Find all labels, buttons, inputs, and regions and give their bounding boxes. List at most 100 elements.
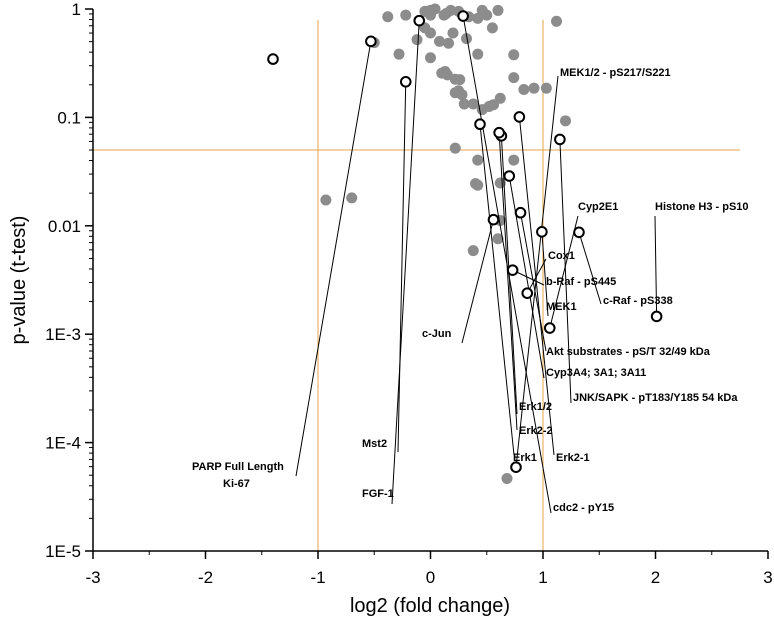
highlighted-point [573,226,585,239]
gray-point [518,83,530,95]
annotation-leaders [295,15,658,514]
annotation-label: FGF-1 [362,488,394,500]
highlighted-point [267,53,279,65]
x-tick-label: -1 [310,568,325,587]
annotation-leader [295,41,372,477]
highlighted-points [267,10,663,474]
annotation-leader [578,232,602,305]
annotation-label: Erk2-1 [556,452,590,464]
annotation-label: Erk1 [513,452,537,464]
highlighted-point [457,10,469,22]
gray-point [467,98,479,110]
highlighted-point [413,14,426,27]
annotation-leader [498,132,518,431]
highlighted-point [503,170,516,182]
x-tick-label: -2 [198,568,213,587]
threshold-lines [93,20,740,551]
gray-point [449,142,461,154]
gray-point [443,37,454,49]
gray-point [501,473,513,485]
highlighted-point [510,461,522,474]
annotation-label: Akt substrates - pS/T 32/49 kDa [546,346,711,358]
x-tick-label: 3 [763,568,772,587]
annotation-label: Erk2-2 [519,425,553,437]
gray-point [492,233,504,245]
highlighted-point [365,35,377,48]
x-tick-label: 1 [538,568,547,587]
annotation-label: Erk1/2 [519,401,552,413]
gray-point [508,154,520,166]
highlighted-point [536,226,548,238]
highlighted-point [521,287,534,299]
gray-point [382,11,394,23]
highlighted-point [543,322,556,334]
annotation-leader [549,215,579,329]
annotation-leader [391,20,420,505]
annotation-label: JNK/SAPK - pT183/Y185 54 kDa [573,392,738,404]
annotation-label: Histone H3 - pS10 [655,201,749,213]
y-tick-label: 1E-4 [45,434,81,453]
highlighted-point [399,76,412,88]
gray-point [434,35,445,47]
gray-point [472,154,484,166]
highlighted-point [506,264,519,276]
gray-point [447,27,459,39]
x-tick-label: 0 [426,568,435,587]
annotation-leader [518,116,555,456]
y-axis-title: p-value (t-test) [8,216,30,345]
gray-point [472,48,484,60]
gray-point [551,15,562,27]
y-tick-label: 1E-3 [45,325,81,344]
x-tick-label: -3 [85,568,100,587]
gray-point [453,85,465,97]
x-axis-title: log2 (fold change) [350,595,510,617]
gray-point [508,49,520,61]
gray-point [492,4,504,16]
gray-point [411,34,423,46]
gray-point [494,177,506,189]
annotation-label: MEK1/2 - pS217/S221 [560,67,671,79]
gray-point [467,245,479,257]
x-tick-label: 2 [651,568,660,587]
annotation-leader [479,124,515,456]
annotation-leader [541,231,549,317]
axes: -3 -2 -1 0 1 2 3 1E-5 1E-4 1E-3 0.01 0.1 1 [45,0,773,587]
gray-point [346,192,358,204]
annotation-label: MEK1 [546,301,577,313]
highlighted-point [514,206,527,219]
gray-point [429,3,441,15]
annotation-label: PARP Full Length [192,461,284,473]
annotation-label: Ki-67 [223,478,250,490]
annotation-leader [515,75,559,468]
gray-point [486,22,498,34]
annotation-labels: MEK1/2 - pS217/S221 Cyp2E1 Histone H3 - pS… [192,67,749,514]
annotation-leader [461,219,494,344]
y-tick-label: 0.1 [57,108,81,127]
gray-point [461,33,472,45]
annotation-label: c-Jun [422,328,452,340]
gray-point [476,4,488,16]
annotation-leader [397,81,407,453]
y-tick-label: 1 [72,0,81,19]
highlighted-point [487,213,500,226]
annotation-leader [462,15,552,514]
gray-point [528,82,540,94]
annotation-leader [508,175,545,379]
annotation-label: Cyp2E1 [578,201,618,213]
gray-point [508,72,520,84]
gray-point [425,52,436,64]
y-tick-label: 1E-5 [45,542,81,561]
highlighted-point [513,111,526,123]
gray-point [320,194,332,206]
highlighted-point [650,310,663,323]
highlighted-point [493,126,505,139]
gray-point [400,9,412,21]
annotation-label: Cyp3A4; 3A1; 3A11 [546,367,646,379]
annotation-leader [559,139,572,404]
highlighted-point [474,118,486,131]
annotation-leader [520,212,547,352]
annotation-label: Cox1 [548,250,575,262]
gray-point [560,115,571,127]
gray-point [470,178,481,190]
